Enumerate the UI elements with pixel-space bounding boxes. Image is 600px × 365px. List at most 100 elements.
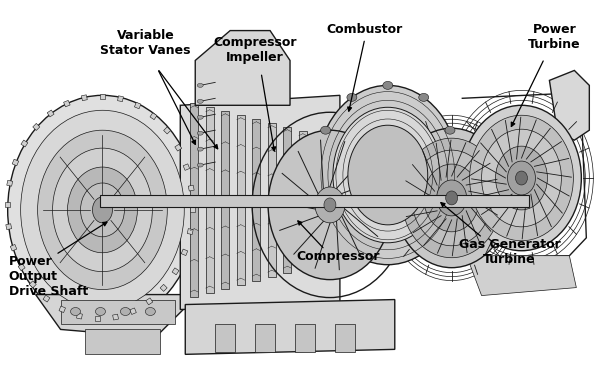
Bar (113, 314, 119, 320)
Bar (150, 113, 157, 120)
Text: Variable
Stator Vanes: Variable Stator Vanes (100, 28, 191, 57)
Bar (95, 316, 100, 321)
Ellipse shape (515, 171, 527, 185)
Bar (118, 96, 124, 101)
Ellipse shape (71, 308, 80, 315)
Bar (395, 170, 415, 230)
Polygon shape (550, 70, 589, 140)
Ellipse shape (446, 191, 458, 205)
Ellipse shape (316, 85, 460, 265)
Ellipse shape (424, 164, 479, 232)
Ellipse shape (38, 130, 167, 289)
Ellipse shape (470, 115, 574, 241)
Bar (187, 228, 193, 234)
Bar (47, 110, 54, 117)
Text: Power
Output
Drive Shaft: Power Output Drive Shaft (8, 255, 88, 298)
Ellipse shape (402, 138, 502, 258)
Ellipse shape (197, 163, 203, 167)
Bar (130, 308, 136, 315)
Ellipse shape (53, 148, 152, 272)
Ellipse shape (197, 99, 203, 103)
Ellipse shape (482, 129, 562, 227)
Ellipse shape (320, 126, 331, 134)
Ellipse shape (348, 125, 428, 225)
Ellipse shape (80, 183, 124, 237)
Bar (43, 295, 50, 302)
Text: Gas Generator
Turbine: Gas Generator Turbine (458, 238, 560, 266)
Ellipse shape (92, 197, 112, 223)
Bar (215, 324, 235, 352)
Bar (82, 95, 87, 101)
Ellipse shape (445, 126, 455, 134)
Bar (134, 102, 141, 109)
Bar (190, 103, 198, 297)
Bar (146, 298, 153, 305)
Bar (21, 140, 28, 147)
Bar (6, 224, 11, 230)
Bar (12, 159, 19, 166)
Bar (299, 131, 307, 269)
Ellipse shape (333, 107, 443, 243)
Bar (330, 139, 338, 261)
Ellipse shape (95, 308, 106, 315)
Ellipse shape (68, 167, 137, 253)
Polygon shape (397, 155, 455, 223)
Bar (255, 324, 275, 352)
Bar (206, 107, 214, 293)
Ellipse shape (508, 161, 535, 195)
Bar (64, 100, 70, 107)
Bar (5, 203, 10, 207)
Ellipse shape (394, 128, 509, 268)
Ellipse shape (419, 93, 429, 101)
Ellipse shape (20, 110, 184, 310)
Ellipse shape (197, 131, 203, 135)
Text: Compressor
Impeller: Compressor Impeller (214, 35, 297, 64)
Polygon shape (85, 330, 160, 354)
Bar (33, 123, 40, 130)
Ellipse shape (268, 130, 392, 280)
Ellipse shape (145, 308, 155, 315)
Text: Combustor: Combustor (327, 23, 403, 36)
Bar (283, 127, 292, 273)
Ellipse shape (121, 308, 130, 315)
Bar (100, 195, 529, 207)
Bar (175, 144, 182, 151)
Ellipse shape (315, 187, 345, 223)
Bar (221, 111, 229, 289)
Bar (183, 164, 190, 170)
Bar (164, 127, 170, 134)
Ellipse shape (197, 147, 203, 151)
Polygon shape (180, 95, 340, 310)
Ellipse shape (383, 81, 393, 89)
Bar (77, 313, 82, 319)
Ellipse shape (437, 180, 467, 216)
Bar (10, 245, 17, 251)
Bar (59, 306, 65, 312)
Bar (335, 324, 355, 352)
Bar (18, 264, 25, 270)
Ellipse shape (197, 83, 203, 87)
Ellipse shape (496, 146, 547, 210)
Polygon shape (467, 256, 577, 296)
Ellipse shape (324, 198, 336, 212)
Bar (314, 135, 322, 265)
Ellipse shape (8, 95, 197, 324)
Bar (237, 115, 245, 285)
Bar (100, 93, 105, 99)
Bar (188, 185, 194, 191)
Bar (181, 249, 188, 255)
Bar (253, 119, 260, 281)
Bar (29, 281, 36, 288)
Bar (61, 300, 175, 324)
Ellipse shape (412, 150, 491, 246)
Bar (160, 284, 167, 291)
Bar (190, 207, 195, 212)
Polygon shape (185, 300, 395, 354)
Text: Compressor: Compressor (296, 250, 380, 263)
Polygon shape (35, 295, 185, 337)
Bar (268, 123, 276, 277)
Bar (7, 180, 13, 186)
Bar (295, 324, 315, 352)
Ellipse shape (461, 105, 581, 251)
Text: Power
Turbine: Power Turbine (528, 23, 581, 51)
